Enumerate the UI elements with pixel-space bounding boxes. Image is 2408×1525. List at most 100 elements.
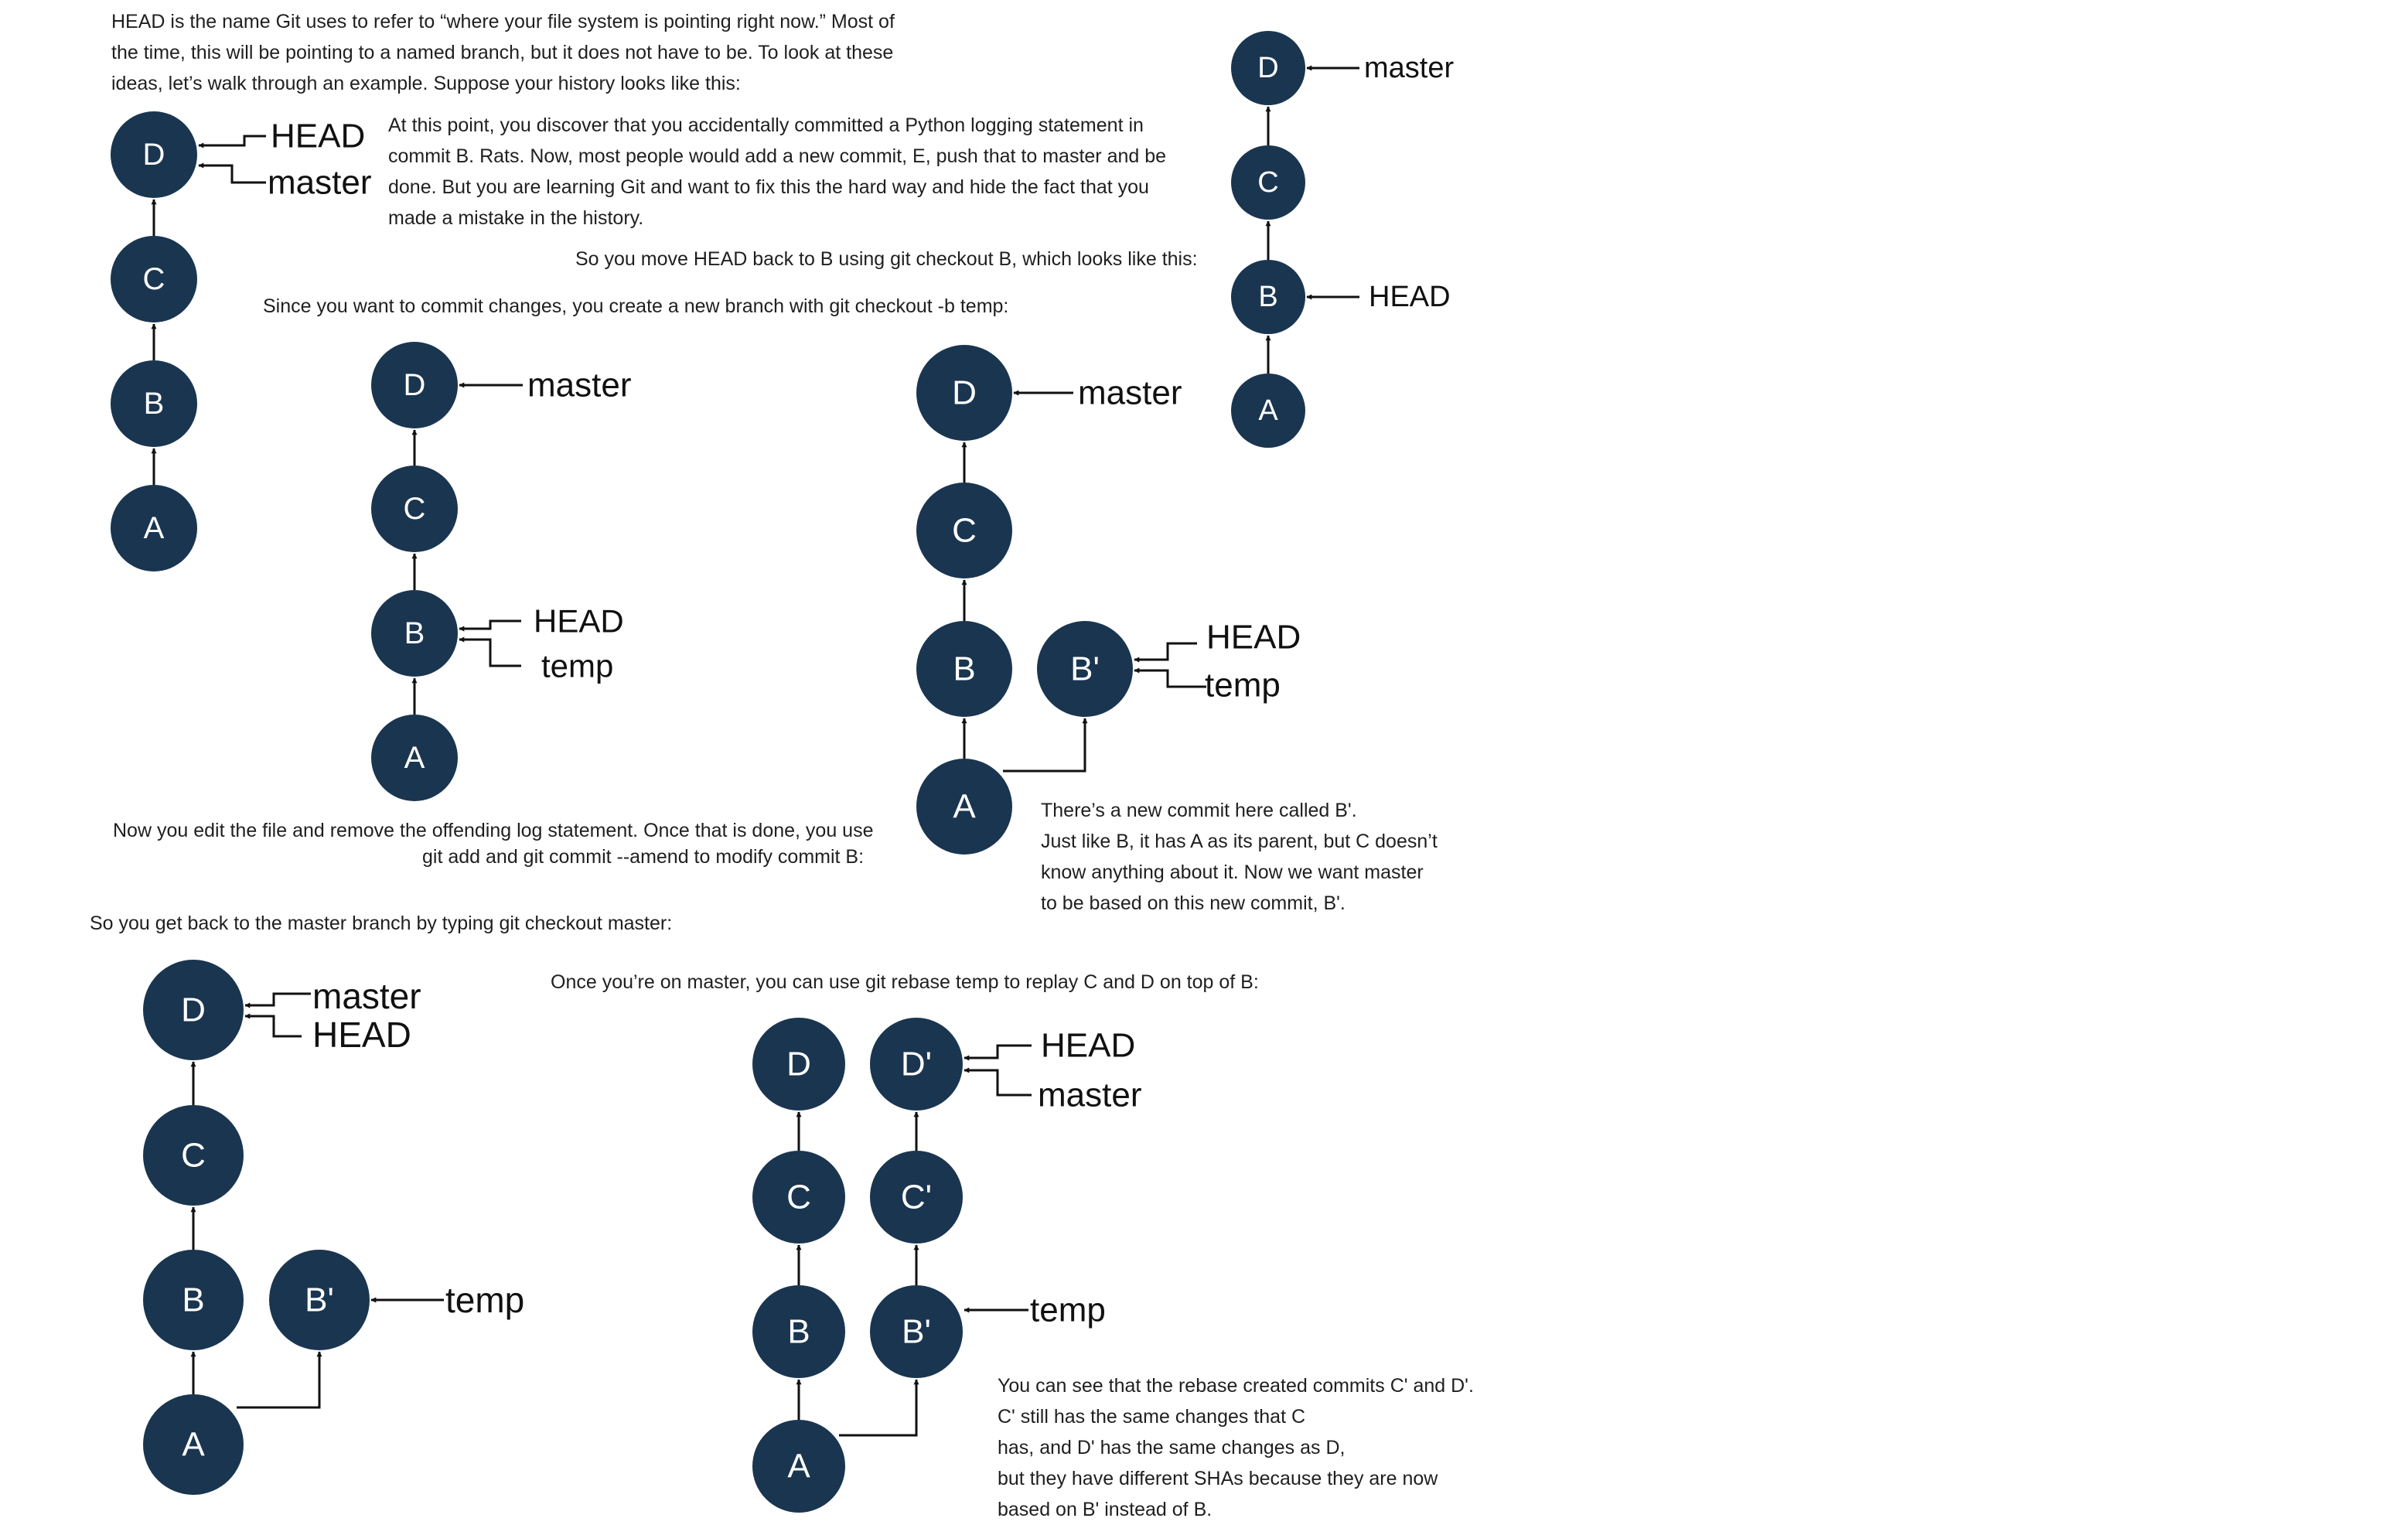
text-line: but they have different SHAs because the…: [998, 1468, 1438, 1489]
commit-circle: [752, 1151, 845, 1244]
commit-circle: [143, 960, 244, 1060]
text-line: There’s a new commit here called B'.: [1041, 800, 1357, 821]
branch-ref-label: temp: [1030, 1291, 1106, 1329]
commit-node: A: [111, 485, 197, 571]
commit-label: D: [786, 1046, 811, 1083]
commit-node: C: [916, 483, 1012, 578]
text-line: So you get back to the master branch by …: [90, 913, 673, 934]
commit-label: D: [181, 991, 206, 1029]
commit-label: A: [182, 1426, 205, 1464]
commit-circle: [269, 1250, 370, 1350]
text-line: You can see that the rebase created comm…: [998, 1375, 1474, 1397]
ref-pointer-arrow: [459, 636, 521, 667]
branch-ref-label: HEAD: [1369, 281, 1451, 313]
ref-pointer-arrow: [1134, 642, 1197, 663]
commit-label: D: [143, 138, 165, 172]
commit-circle: [916, 483, 1012, 578]
commit-circle: [1231, 260, 1305, 334]
commit-node: B: [371, 590, 458, 677]
commit-label: A: [953, 788, 976, 826]
commit-circle: [143, 1250, 244, 1350]
commit-node: D: [143, 960, 244, 1060]
commit-label: C: [181, 1137, 206, 1175]
commit-label: D: [1257, 52, 1278, 84]
commit-node: B': [1037, 621, 1133, 717]
branch-ref-label: HEAD: [1041, 1027, 1135, 1065]
intro-paragraph: HEAD is the name Git uses to refer to “w…: [111, 6, 895, 99]
commit-label: C: [786, 1179, 811, 1216]
branch-ref-label: master: [527, 367, 631, 404]
commit-circle: [371, 590, 458, 677]
commit-node: B: [752, 1285, 845, 1378]
commit-circle: [870, 1151, 963, 1244]
parent-arrow: [237, 1351, 322, 1409]
commit-node: A: [916, 759, 1012, 855]
text-line: based on B' instead of B.: [998, 1499, 1213, 1520]
commit-circle: [916, 345, 1012, 441]
commit-label: D: [952, 374, 977, 412]
commit-label: B': [902, 1313, 931, 1351]
commit-circle: [1037, 621, 1133, 717]
commit-label: D: [404, 368, 426, 402]
text-line: Since you want to commit changes, you cr…: [263, 295, 1009, 317]
commit-node: A: [752, 1420, 845, 1513]
commit-node: A: [371, 715, 458, 801]
text-line: made a mistake in the history.: [388, 207, 644, 229]
commit-node: D: [752, 1018, 845, 1110]
discovery-paragraph: At this point, you discover that you acc…: [388, 110, 1166, 234]
text-line: done. But you are learning Git and want …: [388, 176, 1149, 198]
ref-pointer-arrow: [1134, 667, 1206, 688]
commit-node: B': [269, 1250, 370, 1350]
commit-label: B: [1258, 281, 1277, 313]
commit-node: C: [752, 1151, 845, 1244]
new-branch-paragraph: Since you want to commit changes, you cr…: [263, 291, 1008, 322]
branch-ref-label: master: [312, 976, 421, 1016]
commit-circle: [143, 1394, 244, 1495]
commit-circle: [916, 759, 1012, 855]
branch-ref-label: HEAD: [271, 118, 365, 155]
commit-circle: [752, 1018, 845, 1110]
commit-label: B: [182, 1281, 204, 1319]
amend-paragraph: Now you edit the file and remove the off…: [113, 815, 873, 872]
commit-label: B': [305, 1281, 334, 1319]
commit-node: B: [143, 1250, 244, 1350]
new-commit-paragraph: There’s a new commit here called B'. Jus…: [1041, 795, 1438, 919]
text-line: At this point, you discover that you acc…: [388, 114, 1144, 136]
ref-pointer-arrow: [459, 619, 521, 632]
branch-ref-label: temp: [1205, 667, 1281, 705]
commit-label: B: [787, 1313, 810, 1351]
branch-ref-label: master: [1038, 1076, 1141, 1114]
branch-ref-label: master: [1078, 374, 1182, 412]
commit-node: C: [111, 236, 197, 322]
commit-node: B: [111, 360, 197, 447]
commit-label: B: [404, 616, 425, 650]
branch-ref-label: HEAD: [312, 1015, 411, 1055]
text-line: the time, this will be pointing to a nam…: [111, 42, 894, 63]
commit-label: B': [1070, 650, 1100, 688]
commit-circle: [111, 236, 197, 322]
text-line: HEAD is the name Git uses to refer to “w…: [111, 11, 895, 32]
ref-pointer-arrow: [244, 992, 311, 1008]
commit-circle: [371, 466, 458, 552]
commit-circle: [1231, 374, 1305, 448]
diagram-amended-commit: D C B A B' master HEAD temp: [916, 345, 1301, 855]
ref-pointer-arrow: [964, 1067, 1032, 1097]
commit-circle: [371, 342, 458, 428]
commit-label: B: [953, 650, 975, 688]
text-line: git add and git commit --amend to modify…: [422, 846, 865, 868]
rebase-result-paragraph: You can see that the rebase created comm…: [998, 1370, 1474, 1525]
parent-arrow: [839, 1379, 919, 1437]
commit-circle: [371, 715, 458, 801]
commit-node: D: [371, 342, 458, 428]
commit-label: C: [1257, 166, 1278, 199]
commit-circle: [752, 1285, 845, 1378]
checkout-master-paragraph: So you get back to the master branch by …: [90, 908, 672, 939]
text-line: Now you edit the file and remove the off…: [113, 820, 874, 841]
commit-node: D: [111, 111, 197, 198]
commit-node: A: [143, 1394, 244, 1495]
rebase-paragraph: Once you’re on master, you can use git r…: [551, 967, 1259, 998]
commit-circle: [870, 1018, 963, 1110]
commit-node: D: [916, 345, 1012, 441]
